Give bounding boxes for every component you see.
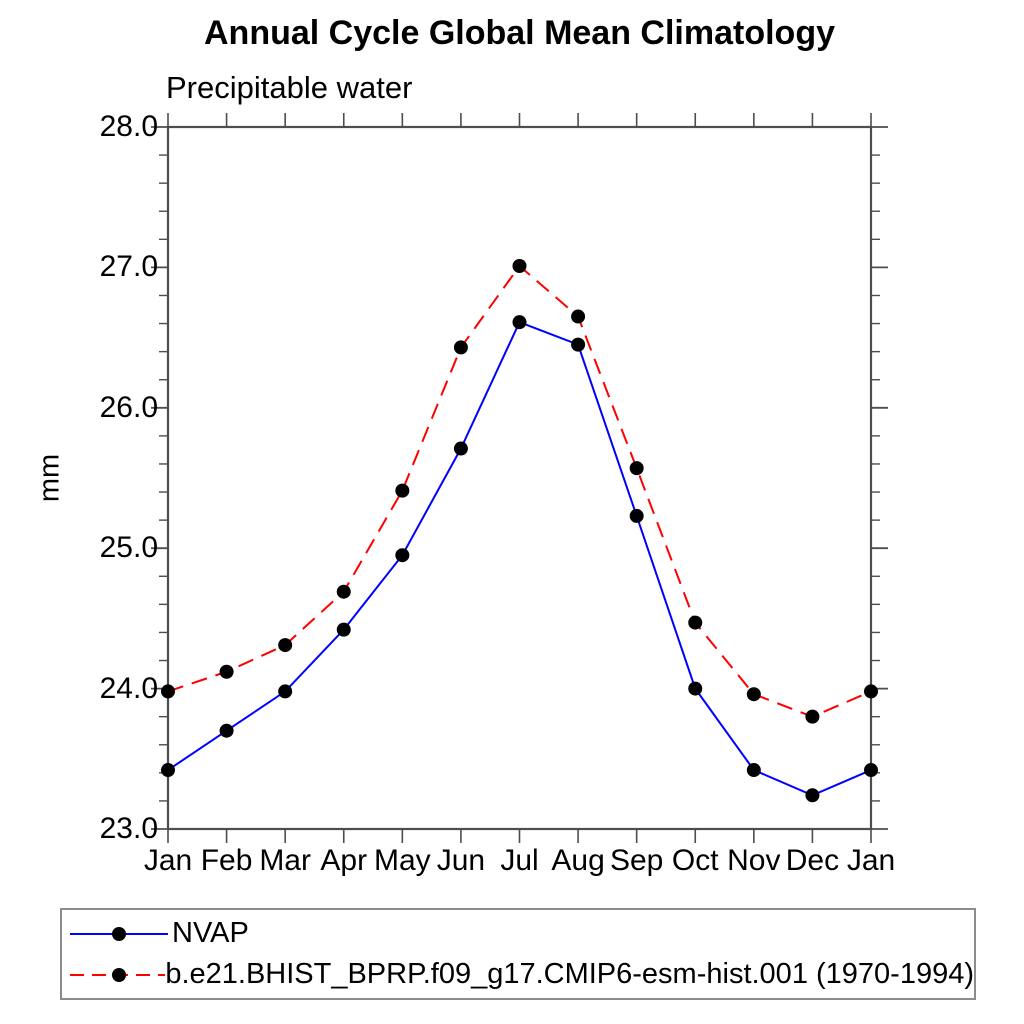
data-point-1 [219,664,234,679]
legend-item-0: NVAP [66,913,974,954]
data-point-1 [278,638,293,653]
x-tick-label: May [373,844,431,877]
legend-label: NVAP [172,917,249,949]
data-point-1 [864,684,878,699]
y-tick-label: 23.0 [99,812,158,845]
y-tick-label: 28.0 [99,110,158,143]
x-tick-label: Sep [609,844,664,877]
data-point-1 [395,483,410,498]
data-point-1 [688,615,703,630]
series-line-1 [167,264,872,718]
data-point-0 [571,337,586,352]
legend-marker-dot [112,926,126,941]
data-point-0 [864,763,878,778]
y-tick-label: 24.0 [99,671,158,705]
data-point-1 [629,461,644,476]
legend-sample-dashed-line [70,967,166,982]
legend-label: b.e21.BHIST_BPRP.f09_g17.CMIP6-esm-hist.… [165,958,974,990]
x-tick-label: Jun [436,844,486,877]
data-point-1 [512,258,527,273]
y-tick-label: 26.0 [99,390,158,424]
data-point-0 [746,763,761,778]
data-point-1 [746,687,761,702]
data-point-0 [512,315,527,330]
data-point-0 [395,548,410,563]
x-tick-label: Oct [671,844,719,877]
x-tick-label: Dec [785,844,840,877]
data-point-1 [161,684,175,699]
plot-frame [166,125,873,831]
x-tick-label: Jul [500,844,539,877]
x-tick-label: Jan [143,844,193,877]
data-point-0 [805,788,820,803]
series-line-0 [167,320,872,797]
y-tick-label: 27.0 [99,250,158,284]
data-point-0 [453,441,468,456]
data-point-1 [336,584,351,599]
data-point-0 [336,622,351,637]
data-point-0 [688,681,703,696]
data-point-1 [571,309,586,324]
legend-box: NVAP b.e21.BHIST_BPRP.f09_g17.CMIP6-esm-h… [60,908,976,1000]
x-tick-label: Feb [200,844,253,877]
y-tick-label: 25.0 [99,531,158,565]
chart-subtitle: Precipitable water [166,70,413,105]
data-point-1 [453,340,468,355]
x-tick-label: Aug [551,844,605,877]
legend-item-1: b.e21.BHIST_BPRP.f09_g17.CMIP6-esm-hist.… [66,954,974,995]
x-tick-label: Jan [846,844,896,877]
x-tick-label: Mar [259,844,311,877]
legend-marker-dot [112,967,126,982]
data-point-0 [278,684,293,699]
data-point-0 [629,508,644,523]
x-tick-label: Apr [320,844,368,877]
data-point-0 [219,723,234,738]
data-point-0 [161,763,175,778]
legend-sample-solid-line [70,926,168,941]
data-point-1 [805,709,820,724]
x-tick-label: Nov [727,844,781,877]
chart-title: Annual Cycle Global Mean Climatology [204,14,835,52]
